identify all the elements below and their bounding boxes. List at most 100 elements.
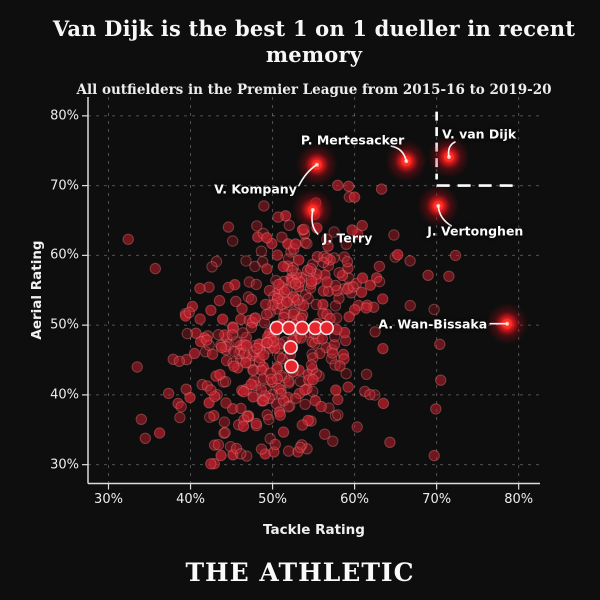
scatter-point [332,409,344,421]
scatter-point [355,286,368,298]
scatter-point [265,373,277,385]
bright-point [284,358,299,374]
scatter-point [435,374,447,386]
scatter-point [369,326,381,338]
scatter-point [277,395,290,407]
scatter-point [255,245,268,257]
scatter-point [181,327,194,340]
scatter-point [153,427,166,439]
scatter-point [332,393,344,406]
scatter-point [298,299,310,312]
scatter-point [369,389,381,401]
scatter-point [247,364,259,377]
scatter-point [310,298,322,311]
scatter-point [247,391,259,403]
scatter-point [388,229,400,241]
scatter-point [360,302,372,314]
scatter-point [255,443,268,455]
scatter-point [364,388,376,401]
scatter-point [278,286,291,298]
scatter-point [139,432,152,444]
scatter-point [194,282,206,295]
scatter-point [373,260,386,273]
scatter-point [226,329,239,341]
scatter-point [286,264,298,277]
scatter-point [190,327,202,339]
scatter-point [251,342,263,354]
scatter-point [330,384,342,396]
scatter-point [212,439,225,451]
scatter-point [305,263,317,275]
scatter-point [243,276,256,288]
scatter-point [347,281,359,293]
scatter-point [341,256,354,268]
scatter-point [217,313,229,325]
scatter-point [422,269,434,281]
scatter-point [274,409,286,421]
scatter-point [240,339,253,352]
scatter-point [324,254,336,266]
scatter-point [122,233,134,246]
scatter-point [306,363,319,375]
scatter-point [296,439,308,451]
scatter-point [175,401,187,413]
scatter-point [428,303,440,316]
scatter-point [307,385,319,398]
scatter-point [340,368,352,380]
scatter-point [295,272,308,284]
scatter-point [235,402,247,415]
scatter-point [282,253,295,265]
scatter-point [273,278,285,291]
scatter-point [149,262,162,275]
scatter-point [245,293,258,306]
scatter-point [306,336,318,348]
scatter-point [249,260,261,273]
scatter-point [349,304,361,316]
scatter-point [404,255,416,267]
scatter-point [301,237,313,250]
label-leader-line [447,141,456,158]
scatter-point [210,255,223,268]
scatter-point [241,450,253,462]
scatter-point [305,359,318,371]
scatter-point [260,298,272,311]
scatter-point [351,421,363,433]
scatter-point [364,279,376,291]
scatter-point [273,351,286,363]
scatter-point [237,327,249,339]
scatter-point [131,361,143,373]
scatter-point [257,395,269,407]
scatter-point [263,284,276,297]
scatter-point [205,384,217,396]
scatter-point [322,240,334,252]
scatter-point [238,386,250,398]
scatter-point [333,267,345,279]
bright-point [269,320,284,336]
scatter-point [183,306,195,319]
scatter-point [342,381,354,393]
scatter-point [384,436,396,448]
scatter-point [227,235,239,247]
scatter-point [305,275,318,287]
chart-subtitle: All outfielders in the Premier League fr… [76,82,552,98]
scatter-point [294,276,306,288]
scatter-point [194,313,206,325]
scatter-point [377,342,389,355]
scatter-point [172,397,184,410]
scatter-point [179,310,192,322]
scatter-point [327,435,339,447]
scatter-point [271,249,284,261]
scatter-point [286,276,298,288]
scatter-point [377,397,390,410]
scatter-point [219,426,231,439]
label-leader-line [390,145,408,162]
scatter-point [275,388,287,400]
scatter-point [277,260,290,273]
scatter-point [321,276,333,288]
bright-point [319,320,335,336]
scatter-point [292,446,304,458]
scatter-point [212,329,225,341]
scatter-point [174,411,186,424]
scatter-point [267,335,280,347]
